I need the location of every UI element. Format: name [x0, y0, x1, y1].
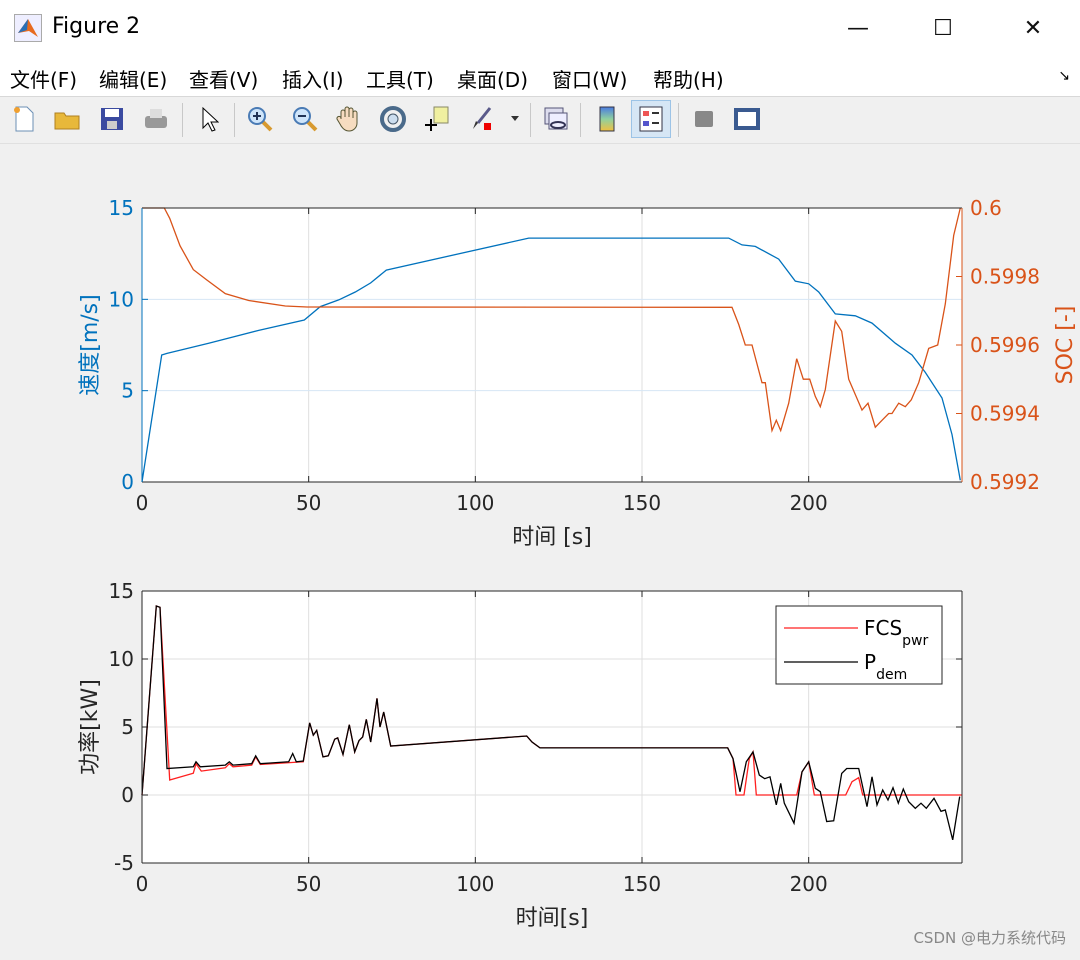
- print-icon[interactable]: [140, 103, 172, 135]
- x-tick-label: 200: [790, 491, 828, 515]
- x-tick-label: 100: [456, 491, 494, 515]
- x-tick-label: 200: [790, 872, 828, 896]
- menu-view[interactable]: 查看(V): [189, 68, 259, 92]
- colorbar-icon[interactable]: [591, 103, 623, 135]
- brush-dropdown-icon[interactable]: [506, 103, 524, 135]
- maximize-button[interactable]: ☐: [933, 15, 953, 41]
- show-plot-tools-icon[interactable]: [731, 103, 763, 135]
- menu-desktop[interactable]: 桌面(D): [457, 68, 529, 92]
- watermark: CSDN @电力系统代码: [913, 929, 1066, 947]
- series-line-速度: [141, 237, 961, 483]
- new-file-icon[interactable]: [8, 103, 40, 135]
- x-axis-label: 时间[s]: [516, 906, 589, 931]
- hide-plot-tools-icon[interactable]: [688, 103, 720, 135]
- axes-2: 0 50 100 150 200-5051015时间[s]功率[kW]FCSpwrPde…: [78, 579, 963, 931]
- save-icon[interactable]: [96, 103, 128, 135]
- rotate-3d-icon[interactable]: [377, 103, 409, 135]
- pointer-icon[interactable]: [193, 103, 225, 135]
- menu-file[interactable]: 文件(F): [10, 68, 78, 92]
- brush-icon[interactable]: [466, 103, 498, 135]
- menu-bar: 文件(F) 编辑(E) 查看(V) 插入(I) 工具(T) 桌面(D) 窗口(W…: [0, 56, 1080, 97]
- y-right-axis-label: SOC [-]: [1053, 306, 1078, 385]
- toolbar-separator: [530, 103, 531, 137]
- legend-box: [775, 605, 943, 685]
- y-right-tick-label: 0.5996: [970, 333, 1040, 357]
- data-cursor-icon[interactable]: [421, 103, 453, 135]
- y-tick-label: 10: [109, 287, 134, 311]
- y-axis-label: 速度[m/s]: [78, 294, 103, 395]
- y-right-tick-label: 0.6: [970, 196, 1002, 220]
- y-tick-label: 5: [121, 715, 134, 739]
- menu-window[interactable]: 窗口(W): [552, 68, 628, 92]
- legend-icon[interactable]: [631, 100, 671, 138]
- y-tick-label: 0: [121, 783, 134, 807]
- menu-tools[interactable]: 工具(T): [366, 68, 434, 92]
- x-tick-label: 150: [623, 872, 661, 896]
- zoom-out-icon[interactable]: [289, 103, 321, 135]
- y-tick-label: 15: [109, 196, 134, 220]
- x-tick-label: 0: [136, 872, 149, 896]
- toolbar-separator: [678, 103, 679, 137]
- menu-help[interactable]: 帮助(H): [653, 68, 724, 92]
- menu-edit[interactable]: 编辑(E): [99, 68, 168, 92]
- x-tick-label: 50: [296, 491, 321, 515]
- zoom-in-icon[interactable]: [244, 103, 276, 135]
- link-plot-icon[interactable]: [540, 103, 572, 135]
- open-folder-icon[interactable]: [51, 103, 83, 135]
- pan-hand-icon[interactable]: [333, 103, 365, 135]
- y-right-tick-label: 0.5998: [970, 265, 1040, 289]
- minimize-button[interactable]: —: [847, 15, 869, 41]
- y-tick-label: 0: [121, 470, 134, 494]
- menu-insert[interactable]: 插入(I): [282, 68, 344, 92]
- series-line-SOC: [142, 207, 961, 434]
- y-tick-label: 5: [121, 379, 134, 403]
- menu-overflow-icon[interactable]: ↘: [1058, 68, 1070, 84]
- y-tick-label: -5: [114, 851, 134, 875]
- y-right-tick-label: 0.5992: [970, 470, 1040, 494]
- matlab-logo-icon: [14, 14, 42, 42]
- figure-canvas: 0 50 100 150 2000510150.59920.59940.59960.59…: [78, 196, 1078, 931]
- x-axis-label: 时间 [s]: [512, 525, 592, 550]
- plot-background: [142, 208, 962, 482]
- close-button[interactable]: ✕: [1023, 15, 1043, 41]
- figure-area: 0 50 100 150 200 0 5 10 15 0.5992 0.5994 0.5996 0.59…: [0, 143, 1080, 956]
- x-tick-label: 50: [296, 872, 321, 896]
- x-tick-label: 150: [623, 491, 661, 515]
- toolbar-separator: [182, 103, 183, 137]
- title-bar: Figure 2 — ☐ ✕: [0, 0, 1080, 56]
- series-line-P: [141, 605, 961, 841]
- y-right-tick-label: 0.5994: [970, 402, 1040, 426]
- axes-1: 0 50 100 150 200 0 5 10 15 0.5992 0.5994 0.5996 0.59…: [78, 196, 1078, 550]
- y-axis-label: 功率[kW]: [78, 679, 103, 775]
- x-tick-label: 100: [456, 872, 494, 896]
- toolbar: [0, 97, 1080, 144]
- y-tick-label: 15: [109, 579, 134, 603]
- x-tick-label: 0: [136, 491, 149, 515]
- toolbar-separator: [580, 103, 581, 137]
- window-title: Figure 2: [52, 14, 141, 39]
- toolbar-separator: [234, 103, 235, 137]
- y-tick-label: 10: [109, 647, 134, 671]
